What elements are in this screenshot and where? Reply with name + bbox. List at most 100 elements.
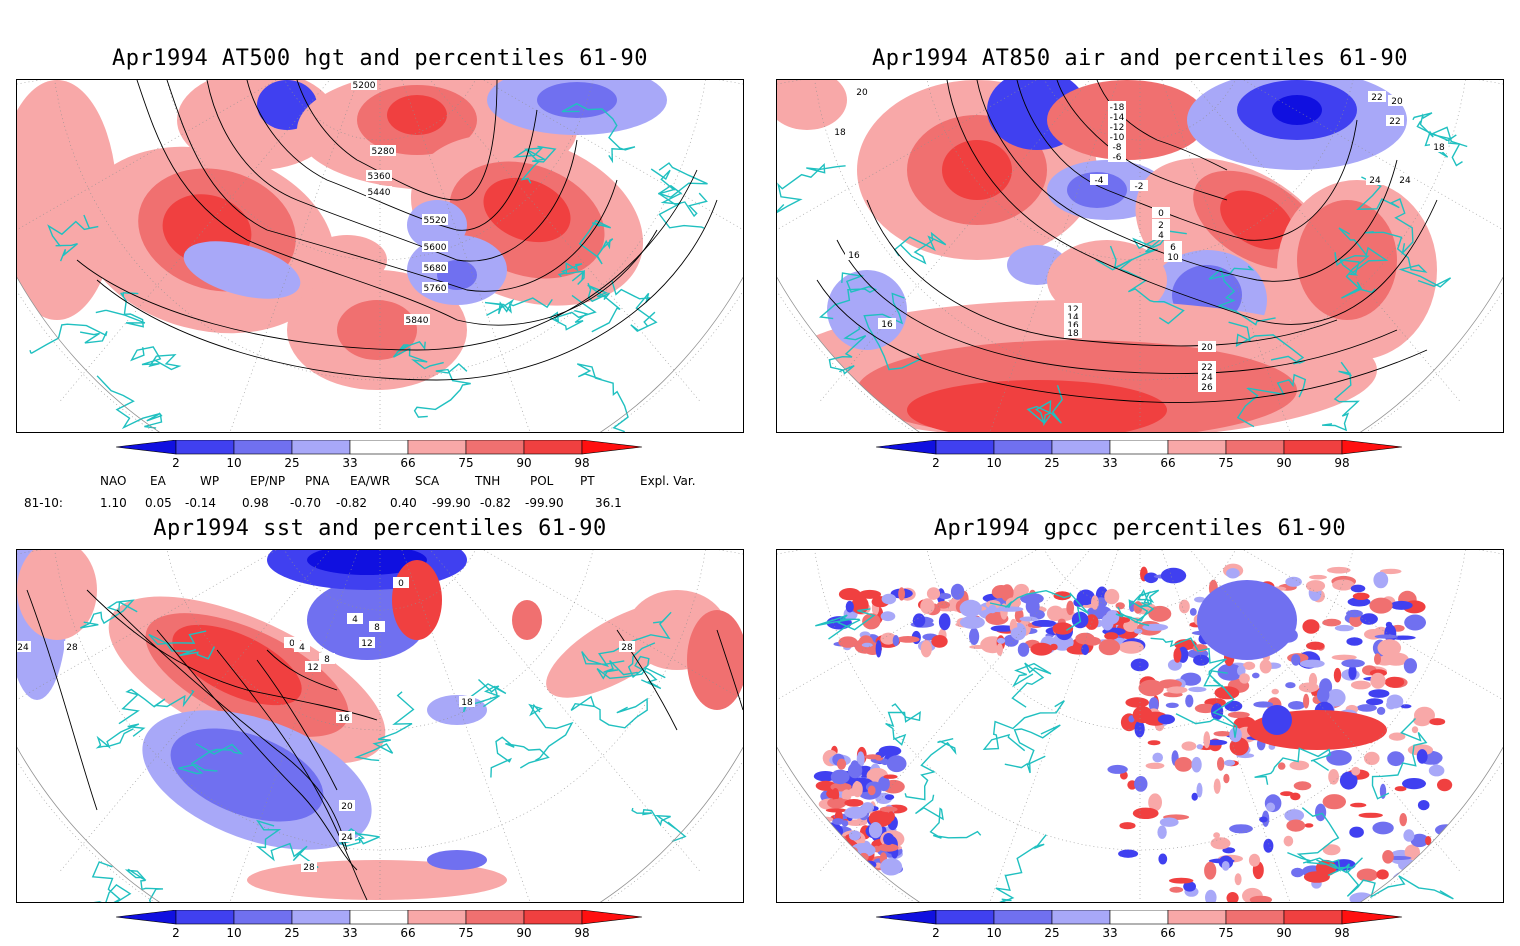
contour-line [816, 279, 1428, 403]
anomaly-shading [1224, 700, 1243, 712]
colorbar-tick-label: 2 [932, 926, 940, 940]
contour-label: -4 [1095, 176, 1104, 186]
anomaly-shading [1326, 750, 1352, 766]
anomaly-shading [862, 613, 881, 630]
anomaly-shading [1147, 740, 1161, 746]
contour-label: 5840 [406, 316, 429, 326]
anomaly-shading [813, 845, 825, 855]
colorbar-tick-label: 33 [342, 926, 358, 940]
contour-label: 4 [352, 615, 358, 625]
anomaly-shading [1288, 701, 1305, 710]
contour-label: 5600 [424, 243, 447, 253]
contour-line [296, 80, 498, 201]
anomaly-shading [844, 858, 867, 877]
contour-label: 12 [1067, 305, 1078, 315]
contour-line [716, 629, 743, 711]
contour-label: -2 [1135, 182, 1144, 192]
contour-lines [76, 80, 718, 381]
anomaly-shading [950, 583, 965, 600]
anomaly-shading [1067, 172, 1127, 208]
anomaly-shading [1157, 714, 1175, 725]
anomaly-shading [1160, 567, 1187, 584]
anomaly-shading [1437, 778, 1453, 792]
anomaly-shading [827, 841, 841, 849]
anomaly-shading [844, 861, 866, 875]
anomaly-shading [1369, 597, 1393, 614]
colorbar-tick-label: 98 [574, 456, 590, 470]
index-header: Expl. Var. [640, 474, 696, 488]
colorbar-tick-label: 75 [1218, 926, 1234, 940]
anomaly-shading [1248, 853, 1261, 867]
anomaly-shading [1411, 726, 1419, 734]
anomaly-shading [337, 300, 417, 360]
anomaly-shading [880, 858, 903, 876]
anomaly-shading [1148, 605, 1172, 622]
anomaly-shading [1364, 751, 1380, 765]
anomaly-shading [1249, 895, 1273, 902]
anomaly-shading [1211, 703, 1224, 721]
anomaly-shading [1104, 588, 1120, 605]
contour-line [866, 199, 1338, 347]
index-header: TNH [475, 474, 501, 488]
contour-label: 0 [289, 639, 295, 649]
anomaly-shading [1402, 778, 1426, 790]
anomaly-shading [1382, 850, 1394, 864]
anomaly-shading [848, 830, 861, 841]
anomaly-shading [1243, 661, 1256, 670]
anomaly-shading [1193, 654, 1210, 666]
index-header: WP [200, 474, 220, 488]
anomaly-shading [1414, 706, 1435, 724]
contour-line [1096, 80, 1228, 171]
contour-line [206, 80, 578, 262]
colorbar-tick-label: 25 [1044, 926, 1060, 940]
contour-label: 24 [1369, 176, 1381, 186]
contour-label: 18 [834, 128, 846, 138]
anomaly-shading [880, 632, 897, 645]
colorbar-tick-label: 25 [284, 456, 300, 470]
panel-title-gpcc: Apr1994 gpcc percentiles 61-90 [933, 516, 1347, 541]
anomaly-shading [831, 857, 854, 866]
colorbar-strip [116, 440, 643, 455]
anomaly-shading [17, 550, 97, 640]
anomaly-shading [1213, 778, 1221, 794]
anomaly-shading [1390, 600, 1413, 610]
contour-label: 28 [303, 863, 315, 873]
colorbar-segment [993, 910, 1053, 925]
colorbar-tick-label: 75 [458, 926, 474, 940]
map-gpcc [777, 550, 1503, 902]
anomaly-shading [1356, 868, 1378, 882]
anomaly-shading [1315, 803, 1327, 822]
colorbar-strip [116, 910, 643, 925]
colorbar-segment [1051, 910, 1111, 925]
contour-line [136, 80, 658, 326]
contour-label: 10 [1167, 253, 1179, 263]
anomaly-shading [1410, 873, 1420, 880]
anomaly-shading [1145, 762, 1165, 769]
index-header: EA/WR [350, 474, 391, 488]
anomaly-shading [864, 754, 882, 760]
colorbar-arrow-left [876, 910, 937, 925]
index-value: -0.70 [290, 496, 322, 510]
anomaly-shading [1322, 618, 1342, 627]
map-panel-sst: 24 28 0 4 8 12 16 20 24 28 0 4 8 12 18 28 [16, 549, 744, 903]
anomaly-shading [1262, 705, 1292, 735]
graticule [777, 80, 1503, 432]
anomaly-shading [838, 588, 861, 601]
anomaly-shading [1286, 819, 1306, 832]
colorbar-tick-label: 25 [1044, 456, 1060, 470]
anomaly-shading [1303, 693, 1310, 709]
contour-lines [26, 589, 743, 901]
anomaly-shading [777, 80, 847, 130]
anomaly-shading [832, 818, 844, 825]
colorbar-segment [407, 440, 467, 455]
contour-label: 20 [1391, 97, 1403, 107]
anomaly-shading [1222, 847, 1236, 854]
colorbar-tick-label: 66 [400, 456, 416, 470]
anomaly-shading [1352, 592, 1370, 600]
colorbar-segment [1051, 440, 1111, 455]
map-hgt: 5200 5280 5360 5440 5520 5600 5680 5760 5840 [17, 80, 743, 432]
anomaly-shading [841, 789, 852, 802]
colorbar-segment [349, 440, 409, 455]
anomaly-shading [815, 866, 823, 873]
anomaly-shading [1393, 871, 1419, 885]
